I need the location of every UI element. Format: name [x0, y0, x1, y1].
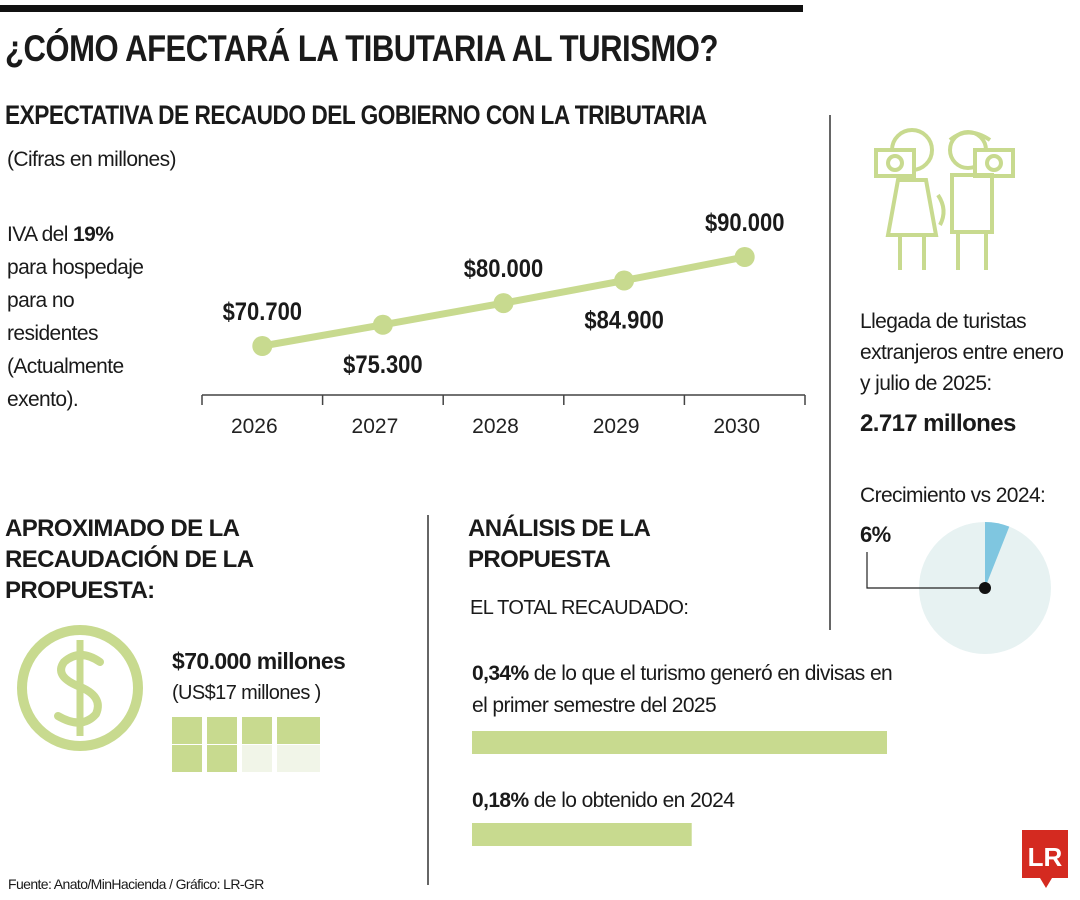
arrivals-value: 2.717 millones — [860, 410, 1016, 437]
bar — [472, 731, 887, 754]
bar-chart-title: ANÁLISIS DE LA PROPUESTA — [468, 515, 650, 573]
value-label: 0,18% — [472, 789, 529, 812]
pie-title: Crecimiento vs 2024: — [860, 484, 1046, 507]
page-title: ¿CÓMO AFECTARÁ LA TIBUTARIA AL TURISMO? — [5, 28, 718, 69]
x-tick-label: 2029 — [593, 415, 640, 438]
bar-chart-subtitle: EL TOTAL RECAUDADO: — [470, 597, 689, 619]
point — [372, 314, 393, 335]
value-label: $90.000 — [705, 209, 784, 237]
value-label: $80.000 — [464, 255, 543, 283]
chart-title: EXPECTATIVA DE RECAUDO DEL GOBIERNO CON … — [5, 100, 707, 130]
note-text: para hospedaje para no residentes (Actua… — [7, 256, 144, 411]
point — [252, 336, 273, 356]
bar-label: 0,18% de lo obtenido en 2024 — [472, 785, 902, 817]
collection-usd: (US$17 millones ) — [172, 682, 321, 704]
value-label: $75.300 — [343, 350, 422, 378]
value-label: $84.900 — [584, 306, 663, 334]
pie-slice — [985, 522, 1010, 588]
source: Fuente: Anato/MinHacienda / Gráfico: LR-… — [8, 876, 264, 892]
x-tick-label: 2027 — [352, 415, 399, 438]
pie-label: 6% — [860, 522, 891, 547]
x-tick-label: 2030 — [713, 415, 760, 438]
point — [734, 247, 755, 267]
note-highlight: 19% — [73, 223, 114, 246]
arrivals-text: Llegada de turistas extranjeros entre en… — [860, 310, 1064, 395]
category-label: de lo obtenido en 2024 — [533, 789, 735, 812]
squares-icon — [172, 717, 320, 772]
bar — [472, 823, 692, 846]
note-prefix: IVA del — [7, 223, 68, 246]
category-label: de lo que el turismo generó en divisas e… — [472, 662, 893, 717]
value-label: 0,34% — [472, 662, 529, 685]
pie-center — [979, 582, 991, 594]
x-tick-label: 2028 — [472, 415, 519, 438]
x-tick-label: 2026 — [231, 415, 278, 438]
leader-line — [866, 552, 985, 589]
logo-text: LR — [1028, 842, 1063, 872]
note: IVA del 19% para hospedaje para no resid… — [7, 218, 157, 416]
logo: LR — [1022, 830, 1068, 888]
top-rule — [0, 5, 803, 12]
section-title: APROXIMADO DE LA RECAUDACIÓN DE LA PROPU… — [5, 515, 253, 604]
tourists-icon — [874, 128, 1015, 270]
dollar-icon — [17, 625, 143, 751]
point — [493, 293, 514, 314]
bar-label: 0,34% de lo que el turismo generó en div… — [472, 658, 902, 722]
chart-subtitle: (Cifras en millones) — [7, 148, 176, 171]
point — [614, 270, 635, 291]
collection-value: $70.000 millones — [172, 648, 346, 674]
value-label: $70.700 — [223, 298, 302, 326]
